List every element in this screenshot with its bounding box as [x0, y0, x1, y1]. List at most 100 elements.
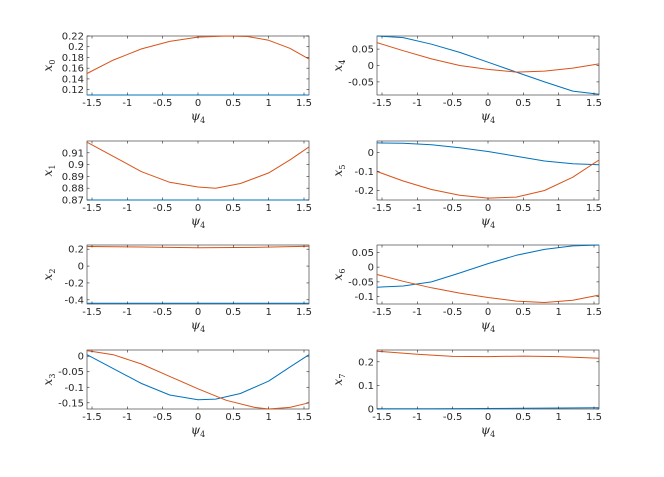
y-axis-label: x2	[41, 269, 57, 281]
x-tick-label: 1.5	[296, 307, 312, 318]
x-tick-label: -1.5	[372, 412, 392, 423]
x-tick-label: 0	[485, 412, 491, 423]
x-tick-label: 0	[485, 98, 491, 109]
x-tick-label: -0.5	[443, 203, 463, 214]
x-tick-label: 1	[265, 203, 271, 214]
x-tick-label: -1.5	[372, 307, 392, 318]
x-tick-label: 0	[485, 203, 491, 214]
x-tick-label: -1	[412, 203, 422, 214]
y-tick-label: 0	[368, 148, 374, 159]
y-tick-label: 0.87	[62, 196, 84, 207]
x-tick-label: -1.5	[82, 98, 102, 109]
y-tick-label: -0.2	[64, 278, 84, 289]
axes-box	[86, 140, 310, 201]
x-tick-label: -1.5	[372, 98, 392, 109]
y-tick-label: 0.2	[68, 245, 84, 256]
x-tick-label: -1	[122, 203, 132, 214]
x-tick-label: -1	[122, 412, 132, 423]
x-tick-label: 0.5	[515, 412, 531, 423]
x-axis-label: ψ4	[481, 318, 496, 334]
y-tick-label: -0.2	[354, 186, 374, 197]
x-axis-label: ψ4	[481, 423, 496, 439]
subplot-x1: -1.5 -1 -0.5 0 0.5 1 1.5 0.870.880.890.90.91 ψ4 x…	[41, 140, 312, 230]
y-tick-label: -0.05	[348, 277, 374, 288]
x-tick-label: -1	[122, 307, 132, 318]
axes-box	[86, 35, 310, 96]
x-tick-label: 0.5	[225, 412, 241, 423]
x-tick-label: -1.5	[372, 203, 392, 214]
x-tick-label: 1	[555, 98, 561, 109]
x-tick-label: 0.5	[225, 307, 241, 318]
x-tick-label: 0	[195, 307, 201, 318]
y-tick-label: 0.18	[62, 53, 84, 64]
y-tick-label: 0	[78, 262, 84, 273]
x-tick-label: 1.5	[296, 203, 312, 214]
x-tick-label: -0.5	[153, 412, 173, 423]
x-axis-label: ψ4	[191, 318, 206, 334]
subplot-x4: -1.5 -1 -0.5 0 0.5 1 1.5 -0.05 0 0.05 ψ4 x4	[331, 35, 602, 125]
x-tick-label: -1.5	[82, 203, 102, 214]
x-tick-label: 0.5	[225, 98, 241, 109]
series-line-1	[86, 354, 310, 401]
x-tick-label: 0	[195, 98, 201, 109]
series-line-2	[376, 42, 600, 73]
y-tick-label: -0.1	[64, 383, 84, 394]
x-tick-label: 0	[485, 307, 491, 318]
y-tick-label: 0	[78, 352, 84, 363]
x-tick-label: 0.5	[225, 203, 241, 214]
x-tick-label: -1	[412, 307, 422, 318]
y-tick-label: -0.1	[354, 292, 374, 303]
x-tick-label: -0.5	[153, 307, 173, 318]
x-tick-label: 0	[195, 203, 201, 214]
y-tick-label: 0.2	[358, 357, 374, 368]
series-line-2	[86, 245, 310, 249]
series-line-1	[376, 244, 600, 288]
y-tick-label: -0.05	[58, 367, 84, 378]
x-tick-label: -0.5	[153, 203, 173, 214]
subplot-x6: -1.5 -1 -0.5 0 0.5 1 1.5 -0.1 -0.05 0 0.05 ψ4 x6	[331, 244, 602, 334]
x-tick-label: 1.5	[296, 412, 312, 423]
subplot-x7: -1.5 -1 -0.5 0 0.5 1 1.5 0 0.1 0.2 ψ4 x7	[331, 349, 602, 439]
x-axis-label: ψ4	[191, 423, 206, 439]
x-tick-label: -1.5	[82, 412, 102, 423]
y-tick-label: 0.2	[68, 42, 84, 53]
x-tick-label: 1.5	[586, 203, 602, 214]
x-tick-label: 1	[265, 412, 271, 423]
y-tick-label: 0	[368, 405, 374, 416]
subplot-x2: -1.5 -1 -0.5 0 0.5 1 1.5 -0.4 -0.2 0 0.2 ψ4 x2	[41, 244, 312, 334]
x-axis-label: ψ4	[191, 109, 206, 125]
axes-box	[376, 349, 600, 410]
y-tick-label: 0	[368, 263, 374, 274]
axes-box	[376, 35, 600, 96]
x-tick-label: 1.5	[586, 98, 602, 109]
subplot-x0: -1.5 -1 -0.5 0 0.5 1 1.5 0.120.140.160.180.20.2…	[41, 32, 312, 126]
series-line-2	[86, 35, 310, 74]
x-tick-label: 1	[555, 412, 561, 423]
axes-box	[376, 140, 600, 201]
y-tick-label: 0.88	[62, 184, 84, 195]
x-axis-label: ψ4	[481, 214, 496, 230]
x-tick-label: 1	[265, 98, 271, 109]
y-tick-label: -0.1	[354, 167, 374, 178]
y-tick-label: 0.91	[62, 148, 84, 159]
y-tick-label: 0.89	[62, 172, 84, 183]
y-axis-label: x7	[331, 374, 347, 386]
y-axis-label: x5	[331, 165, 347, 177]
x-tick-label: 1.5	[586, 307, 602, 318]
y-axis-label: x1	[41, 165, 57, 177]
x-tick-label: 1	[265, 307, 271, 318]
x-tick-label: 0.5	[515, 203, 531, 214]
y-tick-label: 0.05	[352, 248, 374, 259]
x-axis-label: ψ4	[191, 214, 206, 230]
x-tick-label: 0	[195, 412, 201, 423]
axes-box	[376, 244, 600, 305]
series-line-2	[86, 141, 310, 189]
x-tick-label: 0.5	[515, 98, 531, 109]
y-tick-label: 0	[368, 61, 374, 72]
y-axis-label: x4	[331, 60, 347, 72]
x-tick-label: -1	[122, 98, 132, 109]
x-tick-label: 1	[555, 307, 561, 318]
y-tick-label: 0.9	[68, 160, 84, 171]
